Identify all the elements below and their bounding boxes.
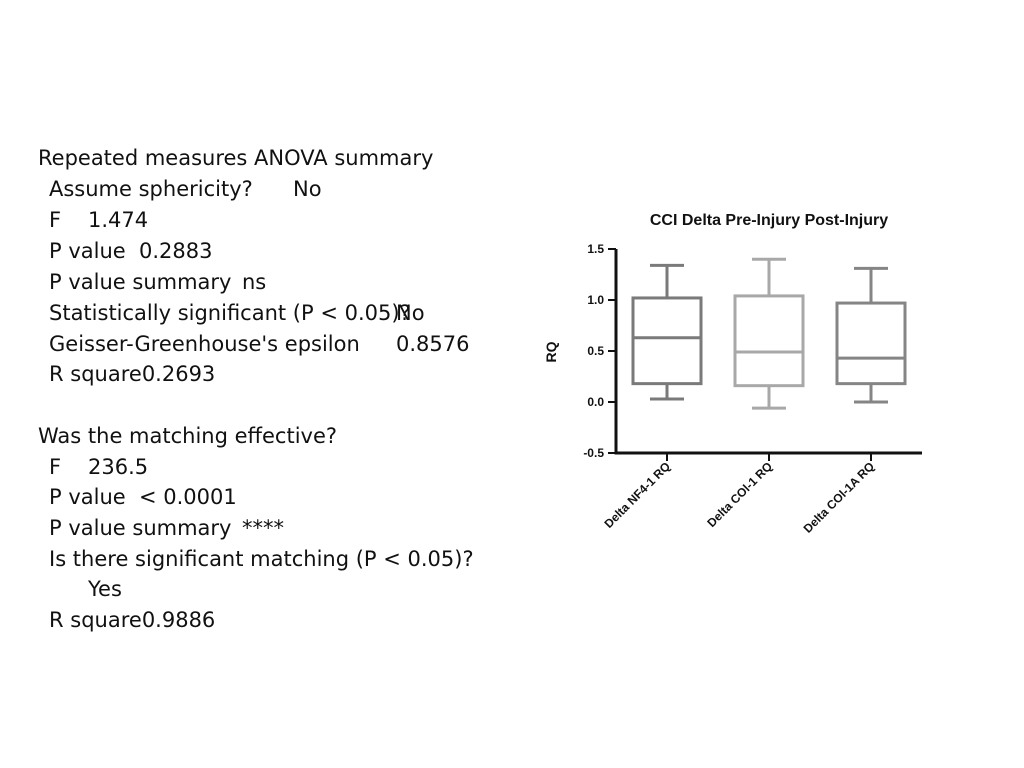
x-tick-label: Delta NF4-1 RQ <box>601 459 673 531</box>
p-summary-label: P value summary <box>49 270 232 294</box>
matching-heading: Was the matching effective? <box>38 424 338 448</box>
matching-p-summary-value: **** <box>242 516 284 540</box>
p-value-label: P value <box>49 239 126 263</box>
y-axis-label: RQ <box>543 341 559 362</box>
matching-significant-value: Yes <box>88 577 122 601</box>
significant-label: Statistically significant (P < 0.05)? <box>49 301 411 325</box>
matching-r-square-label: R square <box>49 608 142 632</box>
sphericity-value: No <box>293 177 322 201</box>
y-tick-label: -0.5 <box>583 446 604 460</box>
matching-r-square-line: R square0.9886 <box>49 608 215 632</box>
matching-p-value-value: < 0.0001 <box>139 485 237 509</box>
matching-p-value-label: P value <box>49 485 126 509</box>
sphericity-label: Assume sphericity? <box>49 177 253 201</box>
matching-f-label: F <box>49 455 62 479</box>
f-value: 1.474 <box>88 208 149 232</box>
f-label: F <box>49 208 62 232</box>
matching-f-value: 236.5 <box>88 455 149 479</box>
anova-summary-panel: Repeated measures ANOVA summary Assume s… <box>38 146 474 632</box>
chart-title: CCI Delta Pre-Injury Post-Injury <box>650 212 888 229</box>
anova-heading: Repeated measures ANOVA summary <box>38 146 434 170</box>
r-square-label: R square <box>49 362 142 386</box>
y-tick-label: 1.5 <box>587 242 604 256</box>
significant-value: No <box>396 301 425 325</box>
matching-p-summary-label: P value summary <box>49 516 232 540</box>
y-tick-label: 0.0 <box>587 395 604 409</box>
r-square-value: 0.2693 <box>141 362 216 386</box>
x-tick-label: Delta COl-1 RQ <box>704 459 775 530</box>
box-iqr <box>733 294 805 388</box>
r-square-line: R square0.2693 <box>49 362 215 386</box>
box-iqr <box>835 301 907 386</box>
p-summary-value: ns <box>242 270 267 294</box>
p-value-value: 0.2883 <box>139 239 213 263</box>
y-tick-label: 0.5 <box>587 344 604 358</box>
box-iqr <box>631 296 703 386</box>
box-plot-chart: CCI Delta Pre-Injury Post-Injury RQ 1.5 1… <box>530 195 1010 575</box>
y-tick-label: 1.0 <box>587 293 604 307</box>
epsilon-label: Geisser-Greenhouse's epsilon <box>49 332 360 356</box>
matching-r-square-value: 0.9886 <box>141 608 216 632</box>
matching-significant-label: Is there significant matching (P < 0.05)… <box>49 547 474 571</box>
x-tick-label: Delta COl-1A RQ <box>801 459 878 536</box>
epsilon-value: 0.8576 <box>396 332 470 356</box>
box-plot-svg: CCI Delta Pre-Injury Post-Injury RQ 1.51… <box>543 212 922 536</box>
